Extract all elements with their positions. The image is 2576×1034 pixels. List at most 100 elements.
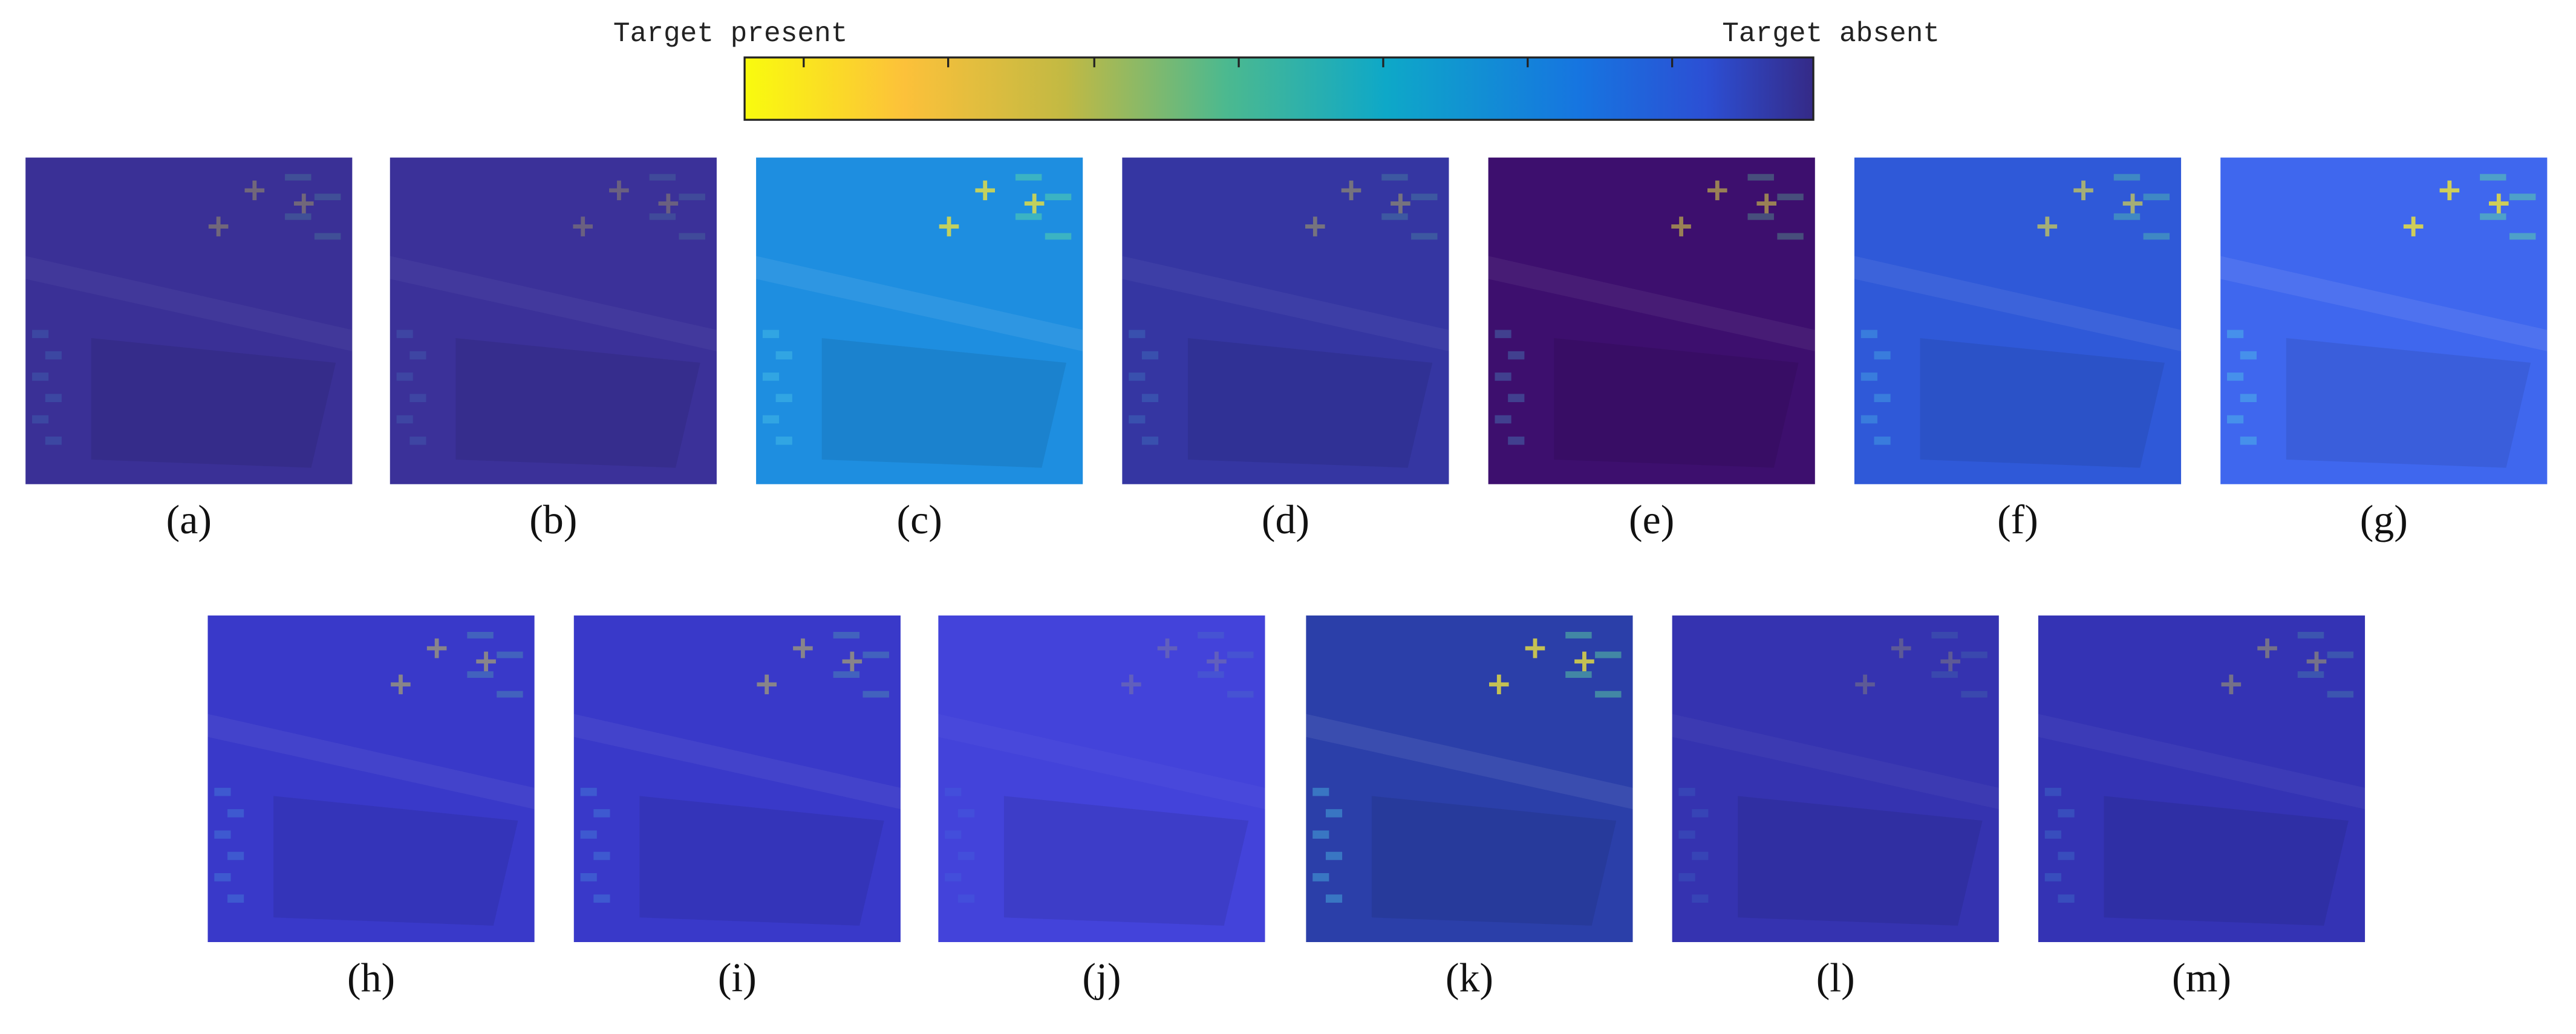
map-plane [975, 180, 995, 201]
map-building [2240, 351, 2257, 360]
map-field [1371, 796, 1617, 926]
map-plane [2257, 638, 2277, 658]
map-building [1692, 809, 1709, 818]
detection-map [1488, 157, 1815, 484]
map-building [649, 213, 676, 220]
map-building [396, 372, 413, 381]
map-field [2286, 338, 2531, 468]
map-building [1874, 437, 1891, 445]
map-building [2297, 632, 2324, 639]
map-building [957, 851, 975, 860]
map-building [1565, 632, 1592, 639]
map-building [285, 213, 311, 220]
map-building [314, 233, 341, 240]
map-building [762, 330, 780, 339]
map-building [593, 894, 610, 903]
map-background [938, 615, 1265, 942]
map-building [649, 174, 676, 181]
map-building [1141, 351, 1159, 360]
map-building [1678, 830, 1695, 839]
map-field [1003, 796, 1249, 926]
map-building [1015, 174, 1042, 181]
map-building [2297, 671, 2324, 678]
map-building [467, 671, 494, 678]
map-field [91, 338, 336, 468]
map-building [1045, 233, 1072, 240]
map-building [409, 437, 426, 445]
map-building [1874, 351, 1891, 360]
panel-label: (i) [718, 955, 757, 1000]
map-building [1411, 233, 1438, 240]
map-building [1325, 894, 1343, 903]
detection-map [1122, 157, 1449, 484]
map-building [957, 894, 975, 903]
map-building [1747, 174, 1774, 181]
map-plane [1525, 638, 1545, 658]
map-plane [1671, 216, 1691, 236]
map-building [1129, 330, 1146, 339]
panel-label: (j) [1082, 955, 1121, 1000]
map-background [1488, 157, 1815, 484]
map-building [1045, 193, 1072, 201]
map-background [390, 157, 717, 484]
map-building [1508, 437, 1525, 445]
map-building [957, 809, 975, 818]
map-field [273, 796, 518, 926]
map-building [1678, 873, 1695, 882]
map-building [862, 691, 889, 698]
detection-map [573, 615, 901, 942]
map-building [775, 351, 792, 360]
map-building [1325, 851, 1343, 860]
map-building [679, 233, 705, 240]
detection-map [1672, 615, 1999, 942]
map-building [580, 787, 597, 796]
map-building [1508, 351, 1525, 360]
map-plane [476, 651, 496, 672]
map-road [2220, 256, 2548, 351]
map-plane [2037, 216, 2058, 236]
map-field [1554, 338, 1799, 468]
panel-label: (m) [2172, 955, 2231, 1000]
map-background [573, 615, 901, 942]
map-building [945, 787, 962, 796]
map-plane [1940, 651, 1960, 672]
map-plane [2221, 674, 2242, 695]
map-plane [2122, 193, 2143, 213]
map-plane [842, 651, 862, 672]
map-building [945, 873, 962, 882]
map-plane [2403, 216, 2424, 236]
map-field [821, 338, 1067, 468]
map-building [762, 372, 780, 381]
map-building [1495, 415, 1511, 424]
map-building [2480, 174, 2506, 181]
map-building [833, 671, 860, 678]
map-building [1129, 415, 1146, 424]
map-building [45, 351, 62, 360]
panels: (a) (b) (c) (d) (e) (f) (g) (h) (i) (j) (k) (l) (m) [25, 157, 2548, 1000]
map-building [32, 372, 49, 381]
map-plane [1707, 180, 1727, 201]
map-building [833, 632, 860, 639]
map-road [1306, 714, 1633, 810]
map-road [1122, 256, 1449, 351]
map-road [2038, 714, 2366, 810]
map-building [1198, 671, 1224, 678]
map-building [1495, 330, 1511, 339]
map-plane [2489, 193, 2509, 213]
map-plane [939, 216, 959, 236]
map-plane [1391, 193, 1410, 213]
map-background [25, 157, 353, 484]
map-building [2327, 651, 2354, 658]
map-road [1854, 256, 2182, 351]
map-building [2044, 830, 2061, 839]
map-building [1961, 691, 1987, 698]
map-plane [2306, 651, 2327, 672]
map-building [285, 174, 311, 181]
map-plane [573, 216, 593, 236]
map-building [775, 394, 792, 402]
map-building [1860, 372, 1877, 381]
map-building [2113, 174, 2141, 181]
map-building [396, 330, 413, 339]
map-building [1141, 437, 1159, 445]
